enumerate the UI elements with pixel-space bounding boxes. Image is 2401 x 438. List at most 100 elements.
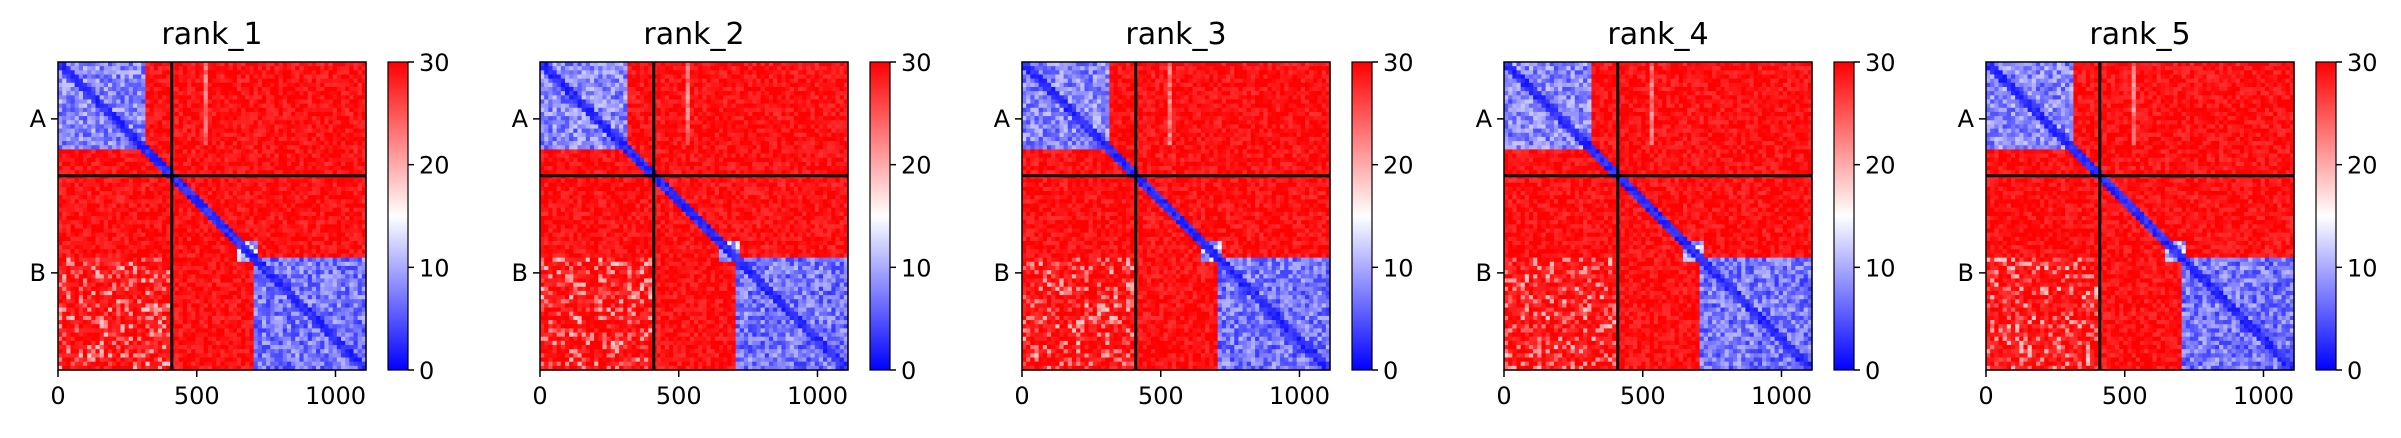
heatmap-cell (149, 332, 155, 338)
heatmap-cell (295, 91, 300, 96)
heatmap-cell (141, 311, 146, 317)
heatmap-cell (212, 103, 217, 109)
heatmap-cell (295, 207, 300, 213)
heatmap-cell (66, 66, 72, 71)
heatmap-cell (199, 66, 205, 71)
heatmap-cell (174, 107, 180, 113)
heatmap-cell (74, 282, 80, 288)
heatmap-cell (103, 86, 109, 92)
heatmap-cell (241, 103, 246, 109)
heatmap-cell (120, 145, 126, 150)
heatmap-cell (78, 149, 84, 155)
heatmap-cell (270, 91, 276, 96)
heatmap-cell (245, 120, 251, 126)
heatmap-cell (224, 82, 230, 88)
heatmap-cell (132, 340, 138, 346)
heatmap-cell (128, 320, 134, 325)
heatmap-cell (82, 99, 88, 105)
heatmap-cell (66, 320, 72, 325)
heatmap-cell (357, 270, 363, 275)
heatmap-cell (74, 286, 80, 292)
heatmap-cell (261, 249, 267, 255)
heatmap-cell (278, 74, 284, 80)
heatmap-cell (253, 161, 259, 167)
heatmap-cell (299, 228, 305, 234)
heatmap-cell (353, 249, 359, 255)
heatmap-cell (128, 315, 134, 321)
heatmap-cell (228, 220, 234, 225)
heatmap-cell (332, 95, 338, 101)
heatmap-cell (224, 141, 230, 146)
heatmap-cell (316, 270, 321, 275)
heatmap-cell (207, 195, 213, 200)
heatmap-cell (162, 236, 167, 242)
heatmap-cell (249, 107, 255, 113)
heatmap-cell (178, 307, 184, 313)
heatmap-cell (199, 211, 205, 217)
heatmap-cell (95, 295, 101, 300)
heatmap-cell (324, 145, 330, 150)
heatmap-cell (341, 265, 346, 271)
heatmap-cell (157, 240, 163, 246)
heatmap-cell (228, 182, 234, 188)
heatmap-cell (199, 336, 205, 342)
heatmap-cell (195, 157, 201, 163)
heatmap-cell (303, 299, 309, 304)
heatmap-cell (341, 245, 346, 250)
heatmap-cell (345, 141, 350, 146)
heatmap-cell (341, 253, 346, 259)
heatmap-cell (349, 249, 355, 255)
heatmap-cell (299, 203, 305, 209)
heatmap-cell (132, 166, 138, 171)
heatmap-cell (103, 136, 109, 142)
heatmap-cell (70, 178, 76, 184)
heatmap-cell (178, 145, 184, 150)
heatmap-cell (224, 232, 230, 238)
heatmap-cell (74, 240, 80, 246)
heatmap-cell (141, 270, 146, 275)
heatmap-cell (95, 282, 101, 288)
heatmap-cell (141, 224, 146, 230)
heatmap-cell (212, 311, 217, 317)
heatmap-cell (328, 132, 334, 138)
heatmap-cell (212, 91, 217, 96)
heatmap-cell (62, 66, 67, 71)
heatmap-cell (228, 249, 234, 255)
heatmap-cell (162, 265, 167, 271)
heatmap-cell (182, 82, 188, 88)
heatmap-cell (124, 307, 130, 313)
heatmap-cell (270, 78, 276, 84)
heatmap-cell (157, 303, 163, 309)
heatmap-cell (195, 245, 201, 250)
heatmap-cell (311, 99, 317, 105)
heatmap-cell (145, 282, 151, 288)
heatmap-cell (212, 328, 217, 334)
heatmap-cell (87, 328, 92, 334)
heatmap-cell (212, 186, 217, 192)
heatmap-cell (95, 324, 101, 329)
heatmap-cell (274, 245, 280, 250)
heatmap-cell (78, 70, 84, 76)
heatmap-cell (82, 336, 88, 342)
heatmap-cell (116, 336, 122, 342)
heatmap-cell (112, 203, 117, 209)
heatmap-cell (345, 70, 350, 76)
heatmap-cell (282, 336, 288, 342)
heatmap-cell (153, 236, 159, 242)
heatmap-cell (307, 320, 313, 325)
heatmap-cell (245, 141, 251, 146)
heatmap-cell (132, 270, 138, 275)
heatmap-cell (116, 153, 122, 159)
heatmap-cell (157, 157, 163, 163)
heatmap-cell (278, 240, 284, 246)
heatmap-cell (241, 195, 246, 200)
heatmap-cell (341, 141, 346, 146)
heatmap-cell (178, 124, 184, 130)
heatmap-cell (195, 249, 201, 255)
heatmap-cell (145, 199, 151, 205)
heatmap-cell (232, 70, 238, 76)
heatmap-cell (78, 99, 84, 105)
heatmap-cell (207, 66, 213, 71)
heatmap-cell (166, 257, 171, 263)
heatmap-cell (70, 311, 76, 317)
